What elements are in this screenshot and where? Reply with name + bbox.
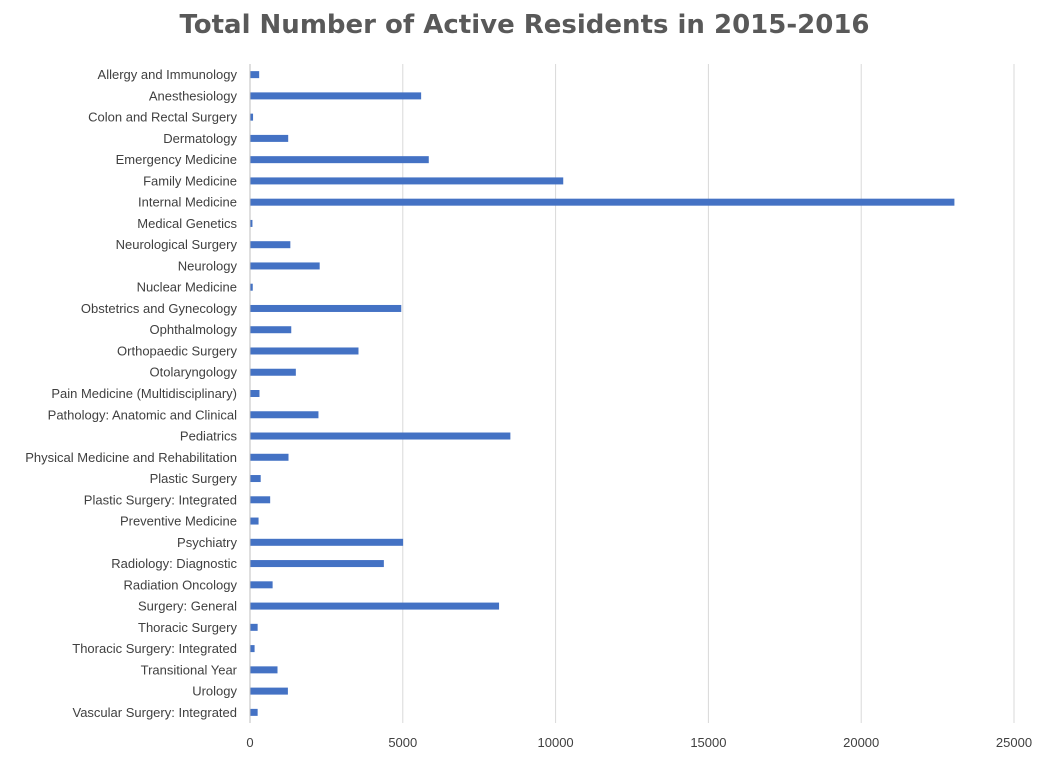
bar xyxy=(250,602,500,610)
bar xyxy=(250,411,319,419)
bar xyxy=(250,538,404,546)
category-label: Anesthesiology xyxy=(149,88,238,103)
bar xyxy=(250,496,271,504)
x-tick-label: 5000 xyxy=(388,735,417,750)
bar xyxy=(250,283,253,291)
category-label: Pediatrics xyxy=(180,429,238,444)
bar xyxy=(250,390,260,397)
x-tick-label: 15000 xyxy=(690,735,726,750)
bar xyxy=(250,368,296,376)
bar xyxy=(250,623,258,631)
category-label: Preventive Medicine xyxy=(120,514,237,529)
category-label: Neurological Surgery xyxy=(116,237,238,252)
category-label: Dermatology xyxy=(163,131,237,146)
bar xyxy=(250,304,402,312)
category-label: Obstetrics and Gynecology xyxy=(81,301,238,316)
bar xyxy=(250,432,511,440)
x-tick-label: 25000 xyxy=(996,735,1032,750)
category-label: Ophthalmology xyxy=(150,322,238,337)
bar xyxy=(250,326,292,334)
bar xyxy=(250,687,288,695)
bar xyxy=(250,708,258,716)
category-label: Urology xyxy=(192,684,237,699)
category-label: Radiation Oncology xyxy=(124,577,238,592)
bar xyxy=(250,645,255,653)
chart-title: Total Number of Active Residents in 2015… xyxy=(179,10,870,40)
bar xyxy=(250,113,254,121)
bar xyxy=(250,347,359,355)
category-label: Radiology: Diagnostic xyxy=(111,556,237,571)
bar xyxy=(250,134,289,142)
category-label: Nuclear Medicine xyxy=(137,280,237,295)
category-label: Pathology: Anatomic and Clinical xyxy=(48,407,237,422)
bar xyxy=(250,560,384,568)
bar xyxy=(250,241,291,249)
bar xyxy=(250,262,320,270)
bar xyxy=(250,581,273,589)
category-label: Otolaryngology xyxy=(150,365,238,380)
category-label: Allergy and Immunology xyxy=(98,67,238,82)
category-label: Thoracic Surgery xyxy=(138,620,237,635)
bar xyxy=(250,71,260,79)
bar xyxy=(250,475,261,483)
category-label: Surgery: General xyxy=(138,599,237,614)
bar xyxy=(250,92,422,100)
bar xyxy=(250,453,289,461)
category-label: Orthopaedic Surgery xyxy=(117,343,237,358)
category-label: Plastic Surgery xyxy=(150,471,238,486)
category-label: Family Medicine xyxy=(143,173,237,188)
x-tick-label: 10000 xyxy=(538,735,574,750)
category-label: Psychiatry xyxy=(177,535,237,550)
category-label: Medical Genetics xyxy=(137,216,237,231)
category-label: Plastic Surgery: Integrated xyxy=(84,492,237,507)
x-tick-label: 20000 xyxy=(843,735,879,750)
bar xyxy=(250,198,955,206)
category-label: Transitional Year xyxy=(141,662,238,677)
category-label: Emergency Medicine xyxy=(116,152,237,167)
bar xyxy=(250,156,429,164)
category-label: Physical Medicine and Rehabilitation xyxy=(25,450,237,465)
x-tick-label: 0 xyxy=(246,735,253,750)
category-label: Colon and Rectal Surgery xyxy=(88,110,237,125)
bar xyxy=(250,219,253,227)
category-label: Thoracic Surgery: Integrated xyxy=(72,641,237,656)
category-label: Pain Medicine (Multidisciplinary) xyxy=(51,386,237,401)
category-label: Internal Medicine xyxy=(138,195,237,210)
bar xyxy=(250,666,278,674)
bar xyxy=(250,177,564,185)
category-label: Neurology xyxy=(178,258,238,273)
bar xyxy=(250,517,259,525)
category-label: Vascular Surgery: Integrated xyxy=(72,705,237,720)
